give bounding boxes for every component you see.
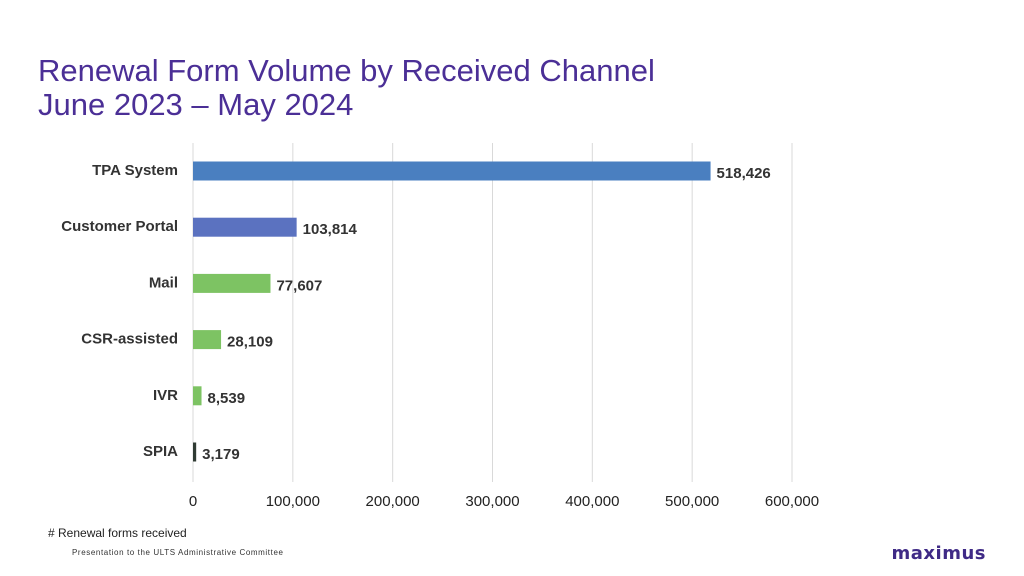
maximus-logo: maximus: [891, 543, 986, 564]
title-line-2: June 2023 – May 2024: [38, 87, 354, 122]
x-tick-label: 0: [189, 493, 197, 510]
x-tick-label: 400,000: [565, 493, 619, 510]
bar: [193, 386, 202, 406]
bar: [193, 273, 271, 293]
bar: [193, 217, 297, 237]
chart-title: Renewal Form Volume by Received Channel …: [38, 54, 655, 122]
category-label: SPIA: [143, 443, 178, 460]
x-tick-label: 500,000: [665, 493, 719, 510]
data-label: 518,426: [717, 165, 771, 182]
title-line-1: Renewal Form Volume by Received Channel: [38, 53, 655, 88]
x-tick-label: 100,000: [266, 493, 320, 510]
x-tick-label: 600,000: [765, 493, 819, 510]
bar-chart: 0 100,000 200,000 300,000 400,000 500,000 600,…: [61, 143, 819, 510]
data-label: 28,109: [227, 334, 273, 351]
bar: [193, 442, 197, 462]
bar: [193, 330, 222, 350]
bar: [193, 161, 711, 181]
category-label: CSR-assisted: [81, 331, 178, 348]
data-label: 77,607: [276, 277, 322, 294]
x-tick-label: 200,000: [366, 493, 420, 510]
data-label: 8,539: [208, 390, 246, 407]
data-label: 3,179: [202, 446, 240, 463]
presentation-footer: Presentation to the ULTS Administrative …: [72, 548, 284, 557]
category-label: Mail: [149, 274, 178, 291]
category-label: TPA System: [92, 162, 178, 179]
data-label: 103,814: [303, 221, 358, 238]
category-label: Customer Portal: [61, 218, 178, 235]
x-tick-label: 300,000: [465, 493, 519, 510]
category-label: IVR: [153, 387, 178, 404]
footnote: # Renewal forms received: [48, 526, 187, 540]
